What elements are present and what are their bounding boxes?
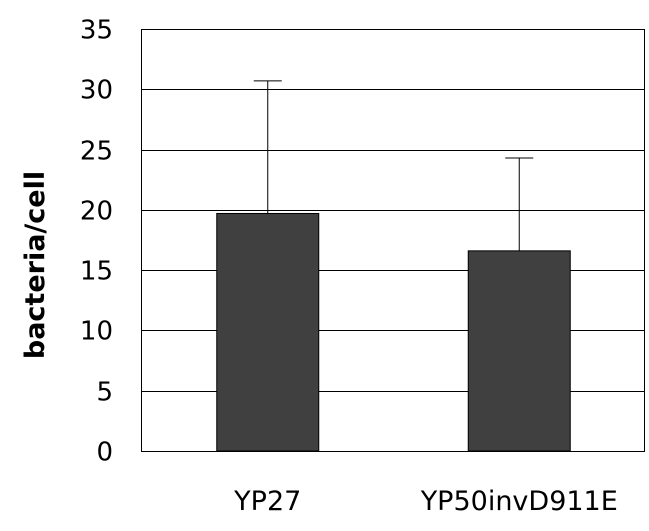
y-tick-label: 25 [80, 137, 113, 167]
y-tick-label: 35 [80, 16, 113, 46]
error-bars [253, 80, 534, 251]
bar [467, 250, 571, 452]
y-tick-label: 10 [80, 317, 113, 347]
y-tick-label: 5 [96, 378, 113, 408]
y-tick-label: 15 [80, 257, 113, 287]
x-category-label: YP50invD911E [420, 486, 618, 517]
bars [216, 212, 571, 452]
y-tick-label: 30 [80, 76, 113, 106]
y-tick-label: 20 [80, 197, 113, 227]
y-axis-tick-labels: 0 5 10 15 20 25 30 35 [80, 16, 113, 468]
x-category-label: YP27 [233, 486, 301, 517]
bar [216, 212, 320, 452]
y-tick-label: 0 [96, 438, 113, 468]
plot-area-frame [141, 29, 645, 452]
x-axis-category-labels: YP27 YP50invD911E [233, 486, 618, 517]
y-axis-title: bacteria/cell [20, 171, 51, 359]
